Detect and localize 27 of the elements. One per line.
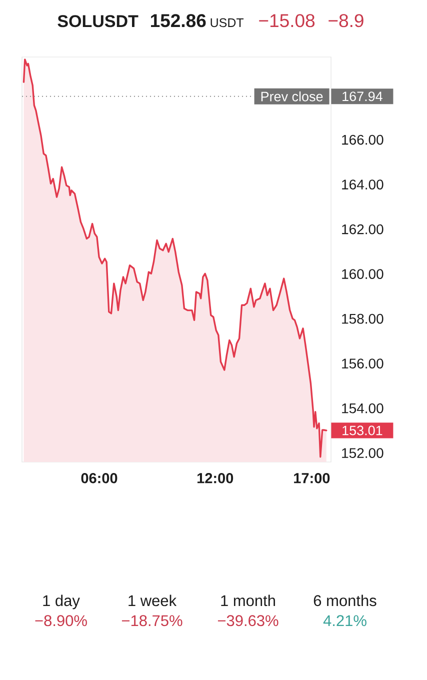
text: 167.94: [342, 92, 382, 102]
text: −18.75%: [122, 615, 182, 626]
text: −8.9: [328, 14, 364, 28]
x-tick-label: 06:00: [81, 473, 118, 484]
y-tick-label: 164.00: [342, 180, 384, 190]
x-tick-label: 12:00: [197, 473, 234, 484]
y-tick-label: 156.00: [342, 358, 384, 369]
y-tick-label: 154.00: [342, 403, 384, 414]
text: 4.21%: [323, 615, 366, 626]
text: −8.90%: [35, 615, 87, 626]
y-tick-label: 158.00: [342, 314, 384, 324]
chart-title: SOLUSDT: [58, 15, 138, 28]
text: 152.86: [150, 14, 206, 28]
text: 153.01: [342, 426, 382, 436]
y-tick-label: 166.00: [342, 134, 384, 145]
x-tick-label: 17:00: [294, 473, 330, 484]
text: 1 week: [128, 594, 177, 606]
text: 6 months: [314, 594, 376, 606]
y-tick-label: 152.00: [342, 448, 384, 458]
y-tick-label: 160.00: [342, 269, 384, 279]
text: −15.08: [259, 14, 315, 28]
text: 1 day: [43, 594, 80, 610]
y-tick-label: 162.00: [342, 224, 384, 234]
text: 1 month: [221, 594, 275, 606]
text: −39.63%: [218, 615, 278, 626]
ref-line-label: Prev close: [261, 91, 323, 102]
text: USDT: [210, 18, 244, 28]
